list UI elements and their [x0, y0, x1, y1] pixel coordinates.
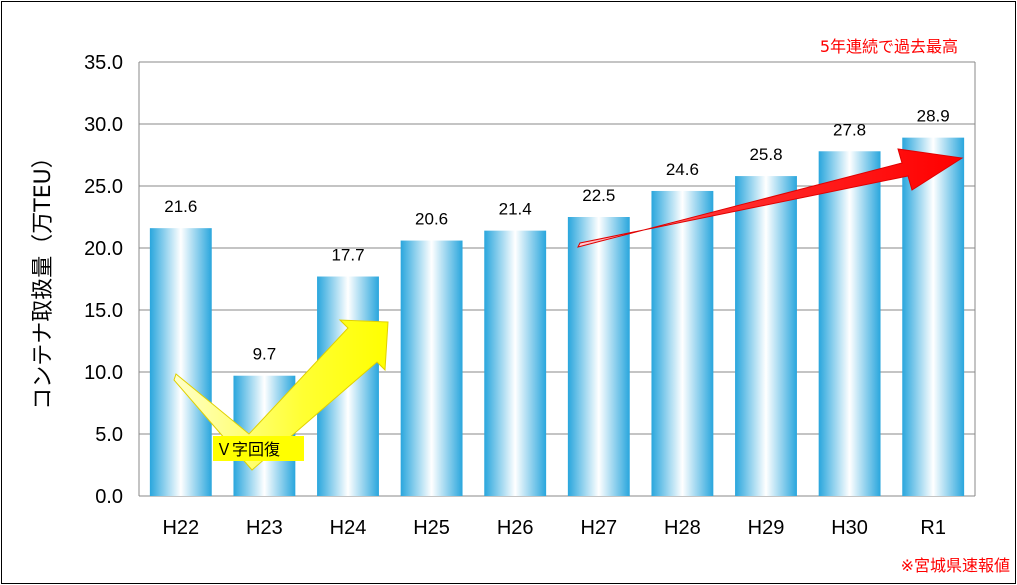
y-tick-label: 25.0	[84, 176, 123, 198]
data-label: 21.4	[499, 200, 532, 219]
y-tick-label: 5.0	[95, 424, 123, 446]
y-tick-label: 0.0	[95, 486, 123, 508]
data-label: 27.8	[833, 120, 866, 139]
record-high-arrow	[577, 148, 964, 248]
data-label: 21.6	[164, 197, 197, 216]
category-labels: H22 H23 H24 H25 H26 H27 H28 H29 H30 R1	[162, 517, 946, 539]
y-tick-label: 15.0	[84, 300, 123, 322]
x-tick-label: H29	[748, 517, 785, 539]
data-label: 17.7	[331, 246, 364, 265]
x-tick-label: H25	[413, 517, 450, 539]
x-tick-label: H24	[330, 517, 367, 539]
bar	[818, 151, 881, 496]
bar	[735, 176, 797, 496]
y-tick-label: 30.0	[84, 114, 123, 136]
bar	[149, 228, 212, 496]
data-labels: 21.6 9.7 17.7 20.6 21.4 22.5 24.6 25.8 27.8 28.9	[164, 107, 949, 364]
y-tick-label: 20.0	[84, 238, 123, 260]
x-tick-label: H22	[162, 517, 199, 539]
y-tick-label: 35.0	[84, 52, 123, 74]
x-tick-label: H26	[497, 517, 534, 539]
source-note: ※宮城県速報値	[901, 556, 1010, 575]
bar	[567, 217, 630, 496]
y-axis-title: コンテナ取扱量（万TEU）	[31, 146, 56, 409]
x-tick-label: R1	[920, 517, 946, 539]
bar	[902, 137, 965, 496]
data-label: 25.8	[749, 145, 782, 164]
bar	[400, 240, 463, 496]
x-tick-label: H27	[580, 517, 617, 539]
x-tick-label: H23	[246, 517, 283, 539]
data-label: 20.6	[415, 210, 448, 229]
v-recovery-label: Ｖ字回復	[216, 440, 280, 459]
data-label: 28.9	[917, 107, 950, 126]
record-note: 5年連続で過去最高	[820, 37, 958, 56]
bar	[484, 230, 547, 496]
y-tick-labels: 0.0 5.0 10.0 15.0 20.0 25.0 30.0 35.0	[84, 52, 123, 508]
data-label: 9.7	[253, 345, 277, 364]
bar	[651, 190, 714, 496]
y-tick-label: 10.0	[84, 362, 123, 384]
data-label: 24.6	[666, 160, 699, 179]
data-label: 22.5	[582, 186, 615, 205]
v-recovery-arrow	[173, 319, 389, 471]
x-tick-label: H28	[664, 517, 701, 539]
v-recovery-label-bg	[213, 436, 304, 461]
x-tick-label: H30	[831, 517, 868, 539]
